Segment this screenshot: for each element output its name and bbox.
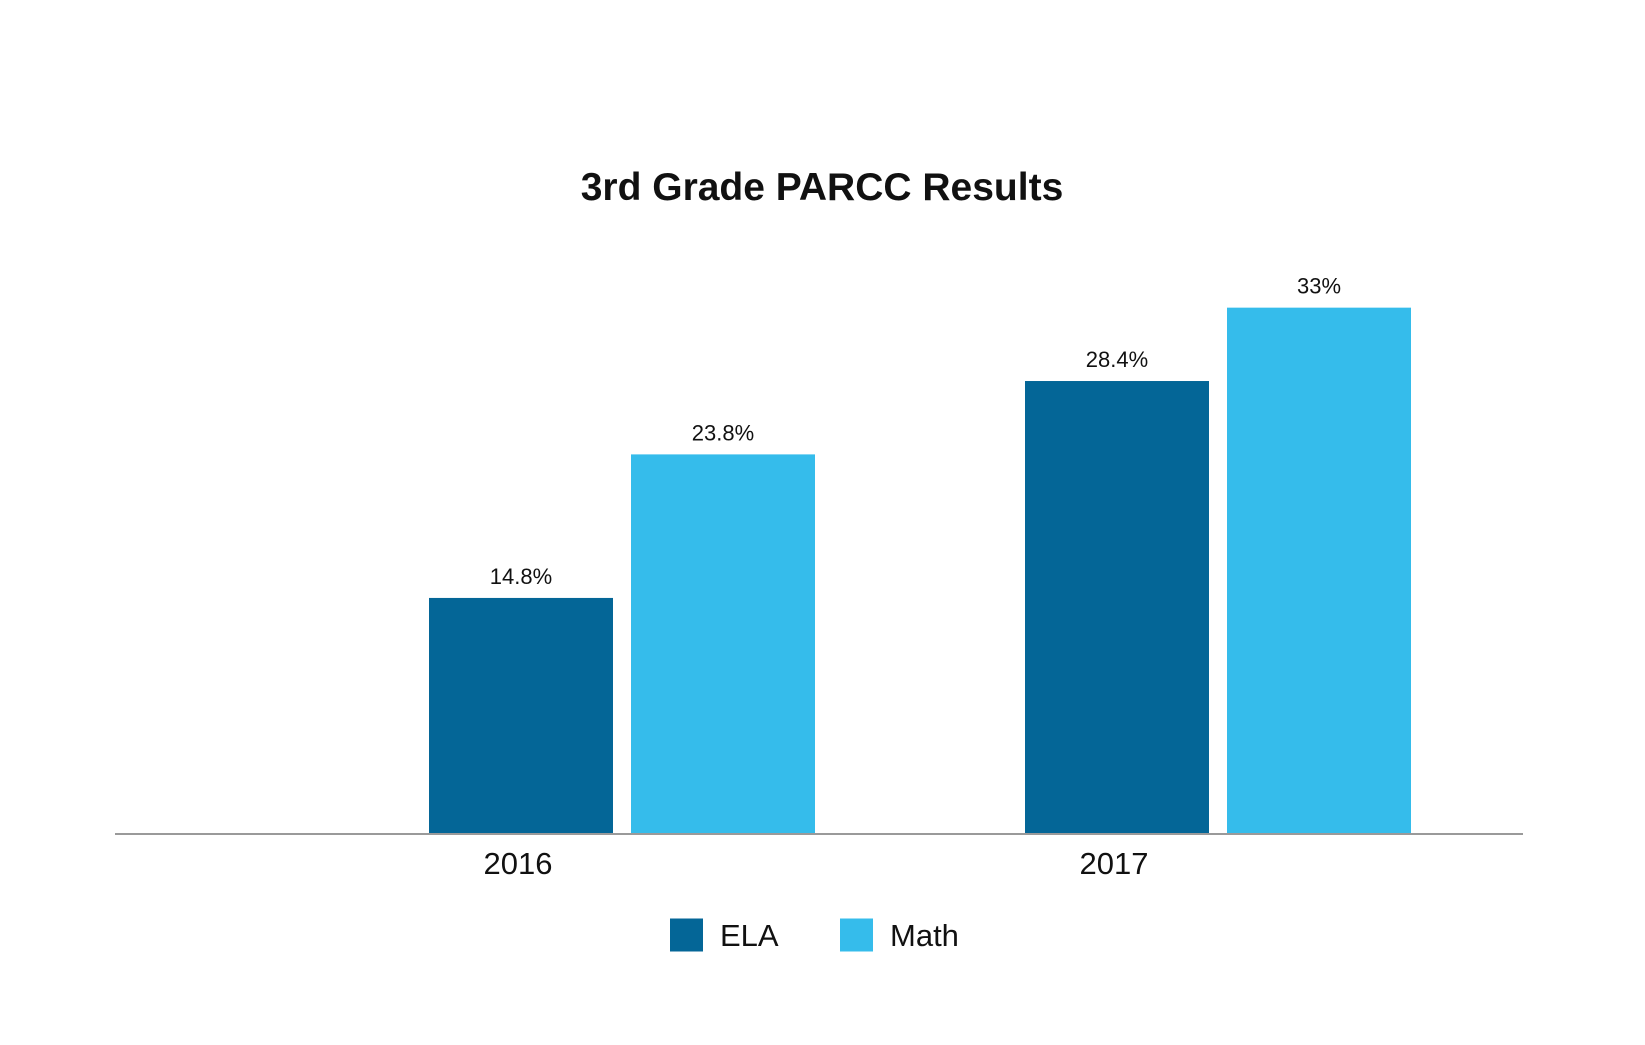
- legend-item-ela: ELA: [670, 918, 779, 953]
- legend-swatch-math: [840, 918, 873, 952]
- x-tick-labels-layer: 2016 2017: [484, 846, 1149, 881]
- data-label-ela-2017: 28.4%: [1086, 347, 1148, 372]
- data-label-math-2016: 23.8%: [692, 420, 754, 445]
- bars-layer: [429, 307, 1411, 834]
- data-labels-layer: 14.8% 23.8% 28.4% 33%: [490, 274, 1341, 589]
- legend: ELA Math: [670, 918, 959, 953]
- chart-title: 3rd Grade PARCC Results: [581, 166, 1064, 209]
- legend-item-math: Math: [840, 918, 959, 953]
- data-label-math-2017: 33%: [1297, 274, 1341, 299]
- legend-label-ela: ELA: [720, 918, 779, 953]
- data-label-ela-2016: 14.8%: [490, 564, 552, 589]
- x-tick-label-2016: 2016: [484, 846, 553, 881]
- bar-ela-2016: [429, 597, 613, 834]
- x-tick-label-2017: 2017: [1080, 846, 1149, 881]
- legend-label-math: Math: [890, 918, 959, 953]
- legend-swatch-ela: [670, 918, 703, 952]
- bar-ela-2017: [1025, 381, 1209, 834]
- bar-math-2016: [631, 454, 815, 834]
- bar-math-2017: [1227, 307, 1411, 834]
